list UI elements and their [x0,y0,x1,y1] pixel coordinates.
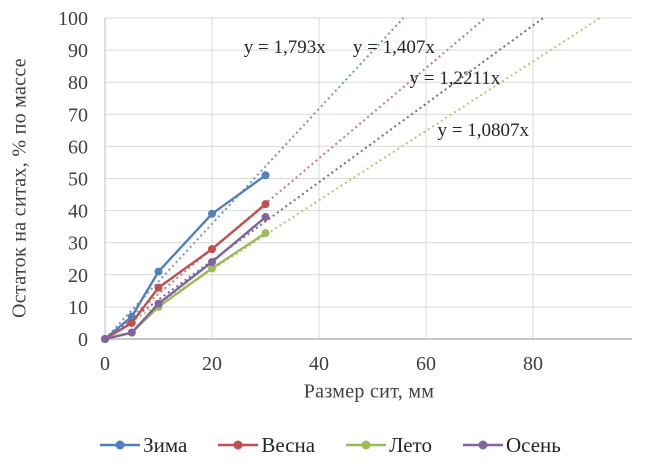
y-tick-label: 0 [78,329,88,351]
trend-equation-label-3: y = 1,2211x [410,68,501,89]
y-tick-label: 20 [68,265,88,287]
y-tick-label: 100 [58,8,88,30]
x-tick-label: 60 [416,353,436,375]
y-tick-label: 40 [68,201,88,223]
legend-item-3: Осень [462,433,561,458]
trend-equation-label-1: y = 1,407x [353,37,435,58]
legend-line-marker-icon [218,440,259,450]
series-marker-1 [154,283,163,292]
legend: Зима Весна Лето Осень [0,430,660,460]
trend-equation-label-2: y = 1,0807x [438,120,530,141]
series-marker-0 [261,171,270,180]
legend-item-1: Весна [217,433,315,458]
series-marker-3 [261,213,270,222]
legend-label: Весна [261,432,316,457]
legend-item-2: Лето [345,433,432,458]
legend-line-marker-icon [346,440,387,450]
y-axis-title: Остаток на ситах, % по массе [8,58,31,318]
y-tick-label: 30 [68,233,88,255]
series-marker-0 [208,209,217,218]
series-marker-2 [208,264,217,273]
x-axis-title: Размер сит, мм [303,380,435,403]
trendline-3 [104,17,544,340]
series-marker-1 [208,245,217,254]
y-tick-label: 50 [68,169,88,191]
y-tick-label: 60 [68,136,88,158]
series-marker-3 [101,335,109,343]
x-tick-label: 40 [309,353,329,375]
series-marker-0 [154,267,163,276]
series-marker-2 [261,229,270,238]
y-tick-label: 90 [68,40,88,62]
series-marker-1 [127,318,136,327]
legend-label: Лето [389,432,432,457]
y-tick-label: 80 [68,72,88,94]
x-tick-label: 0 [100,353,110,375]
series-marker-1 [261,200,270,209]
y-tick-label: 70 [68,104,88,126]
legend-item-0: Зима [99,433,187,458]
x-tick-label: 20 [202,353,222,375]
series-marker-3 [127,328,136,337]
x-tick-label: 80 [523,353,543,375]
legend-label: Зима [143,432,188,457]
legend-line-marker-icon [100,440,141,450]
series-marker-3 [208,257,217,266]
trend-equation-label-0: y = 1,793x [244,37,326,58]
trendline-0 [104,17,405,340]
legend-label: Осень [505,432,561,457]
series-marker-3 [154,299,163,308]
legend-line-marker-icon [462,440,503,450]
y-tick-label: 10 [68,297,88,319]
